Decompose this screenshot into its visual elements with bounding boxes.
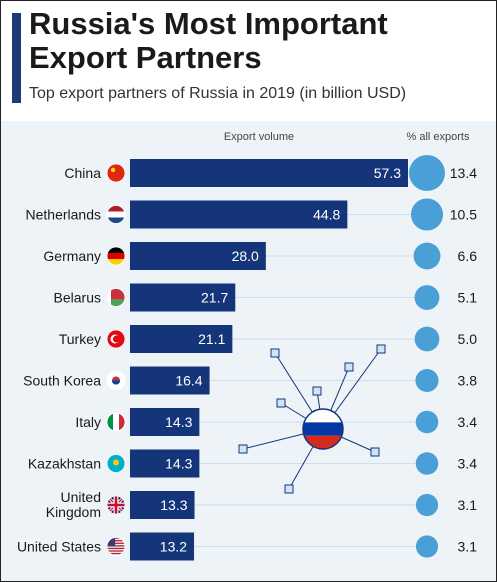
share-bubble (414, 326, 440, 352)
share-value-label: 3.4 (458, 414, 478, 430)
category-label: China (64, 165, 101, 181)
bubbles-column-header: % all exports (407, 131, 470, 143)
share-bubble (415, 535, 439, 558)
category-label: Germany (43, 248, 101, 264)
category-label: United States (17, 539, 101, 555)
bar-italy (130, 408, 200, 436)
united-states-flag-icon (106, 537, 126, 556)
category-label: Turkey (59, 331, 101, 347)
bar-value-label: 13.2 (160, 539, 187, 555)
russia-flag-network-icon (238, 344, 386, 494)
bar-kazakhstan (130, 449, 200, 478)
bar-value-label: 16.4 (175, 373, 202, 389)
bar-south-korea (130, 366, 210, 395)
bar-united-kingdom (130, 491, 195, 519)
share-bubble (410, 198, 444, 231)
share-bubble (415, 452, 439, 475)
bar-value-label: 21.7 (201, 290, 228, 306)
germany-flag-icon (106, 246, 126, 266)
share-bubble (413, 242, 441, 270)
china-flag-icon (106, 163, 126, 183)
kazakhstan-flag-icon (106, 454, 126, 473)
share-value-label: 6.6 (458, 248, 478, 264)
share-bubble (415, 410, 439, 434)
share-value-label: 3.1 (458, 539, 478, 555)
category-label: Italy (75, 414, 101, 430)
share-value-label: 3.4 (458, 456, 478, 472)
bar-turkey (130, 325, 233, 353)
share-bubble (414, 285, 440, 310)
share-value-label: 13.4 (450, 165, 477, 181)
title-accent-bar (12, 13, 21, 103)
bar-china (130, 159, 408, 187)
italy-flag-icon (106, 412, 126, 432)
bar-value-label: 28.0 (232, 248, 259, 264)
share-bubble (409, 155, 445, 191)
category-label: United Kingdom (46, 489, 101, 520)
netherlands-flag-icon (106, 205, 126, 224)
united-kingdom-flag-icon (106, 495, 126, 515)
chart-title: Russia's Most Important Export Partners (29, 6, 388, 75)
share-bubble (415, 368, 439, 393)
share-value-label: 3.1 (458, 497, 478, 513)
bar-value-label: 14.3 (165, 456, 192, 472)
chart-area: Export volume % all exports 57.3 China 13.4 4… (1, 121, 496, 581)
bar-belarus (130, 283, 236, 312)
bar-value-label: 13.3 (160, 497, 187, 513)
category-label: Kazakhstan (28, 456, 101, 472)
bar-united-states (130, 532, 195, 561)
bar-value-label: 14.3 (165, 414, 192, 430)
share-bubble (415, 493, 439, 517)
share-value-label: 5.1 (458, 290, 478, 306)
category-label: Netherlands (26, 207, 102, 223)
bar-value-label: 57.3 (374, 165, 401, 181)
bar-value-label: 44.8 (313, 207, 340, 223)
bar-germany (130, 242, 266, 270)
bar-netherlands (130, 200, 348, 229)
turkey-flag-icon (106, 329, 126, 349)
south-korea-flag-icon (106, 371, 126, 390)
share-value-label: 5.0 (458, 331, 478, 347)
category-label: Belarus (54, 290, 101, 306)
share-value-label: 10.5 (450, 207, 477, 223)
bar-value-label: 21.1 (198, 331, 225, 347)
share-value-label: 3.8 (458, 373, 478, 389)
chart-subtitle: Top export partners of Russia in 2019 (i… (29, 85, 407, 102)
belarus-flag-icon (106, 288, 126, 307)
category-label: South Korea (23, 373, 101, 389)
bars-column-header: Export volume (224, 131, 294, 143)
bar-chart: Export volume % all exports 57.3 China 13.4 4… (17, 131, 478, 561)
